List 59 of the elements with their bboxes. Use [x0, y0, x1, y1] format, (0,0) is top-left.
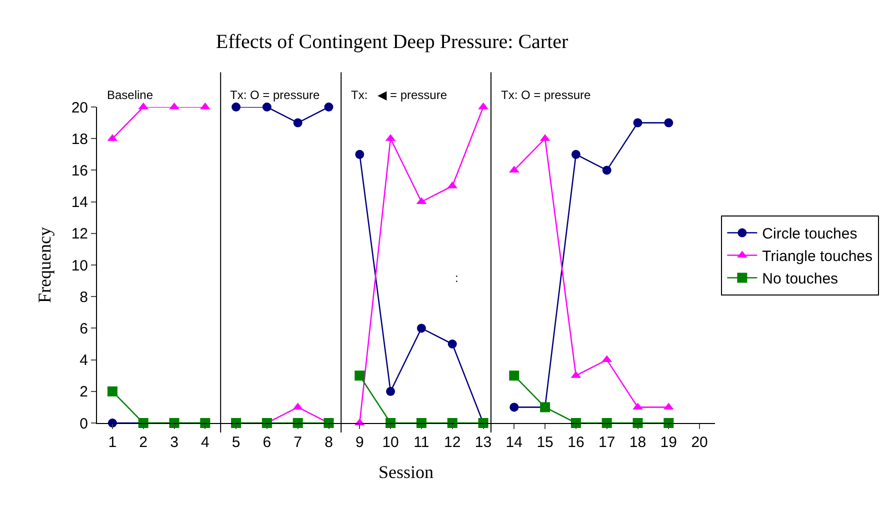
point — [262, 102, 272, 112]
x-tick-label: 8 — [324, 434, 333, 451]
point — [324, 102, 334, 112]
y-tick-label: 8 — [80, 288, 88, 306]
text: Tx: O = pressure — [230, 88, 320, 102]
point — [510, 402, 519, 412]
x-tick-label: 19 — [660, 434, 677, 451]
y-tick-label: 10 — [71, 257, 88, 274]
y-tick-label: 6 — [80, 320, 88, 338]
point — [448, 340, 457, 348]
y-tick-label: 2 — [80, 384, 88, 401]
point — [386, 386, 396, 396]
x-tick-label: 12 — [444, 434, 461, 451]
point — [602, 166, 612, 175]
x-tick-label: 4 — [200, 434, 210, 451]
point — [509, 370, 520, 381]
x-tick-label: 7 — [294, 434, 302, 451]
y-tick-label: 12 — [71, 226, 88, 243]
point — [571, 150, 580, 159]
x-tick-label: 15 — [536, 434, 554, 451]
x-tick-label: 11 — [414, 434, 430, 451]
y-tick-label: 16 — [71, 162, 88, 180]
x-tick-label: 16 — [568, 434, 584, 451]
legend-label: No touches — [762, 270, 838, 288]
legend-label: Circle touches — [762, 226, 858, 243]
text: Tx: O = pressure — [501, 88, 592, 102]
x-tick-label: 18 — [629, 434, 646, 451]
x-tick-label: 5 — [232, 434, 240, 451]
y-tick-label: 18 — [71, 130, 88, 148]
point — [633, 118, 642, 128]
x-tick-label: 14 — [506, 434, 522, 451]
x-tick-label: 2 — [139, 434, 148, 451]
x-tick-label: 9 — [355, 434, 364, 451]
x-tick-label: 20 — [691, 434, 708, 451]
y-tick-label: 20 — [71, 99, 88, 116]
x-tick-label: 6 — [262, 434, 272, 451]
x-tick-label: 13 — [474, 434, 492, 451]
x-tick-label: 1 — [108, 434, 117, 451]
annotation: : — [455, 271, 458, 285]
chart-title: Effects of Contingent Deep Pressure: Carter — [216, 31, 569, 54]
point — [293, 118, 302, 128]
y-tick-label: 0 — [80, 415, 88, 432]
text: Baseline — [107, 88, 154, 102]
point — [107, 386, 118, 396]
point — [232, 102, 241, 112]
point — [354, 370, 365, 381]
point — [416, 324, 426, 333]
point — [664, 118, 674, 128]
point — [324, 418, 334, 428]
y-tick-label: 14 — [71, 194, 88, 212]
point — [355, 150, 364, 159]
x-axis-title: Session — [378, 462, 434, 482]
y-axis-title: Frequency — [34, 227, 55, 303]
y-tick-label: 4 — [80, 352, 88, 370]
x-tick-label: 17 — [598, 434, 616, 451]
x-tick-label: 3 — [170, 434, 178, 451]
legend-label: Triangle touches — [762, 248, 873, 266]
text: Tx: ◀ = pressure — [351, 88, 448, 102]
x-tick-label: 10 — [382, 434, 399, 451]
